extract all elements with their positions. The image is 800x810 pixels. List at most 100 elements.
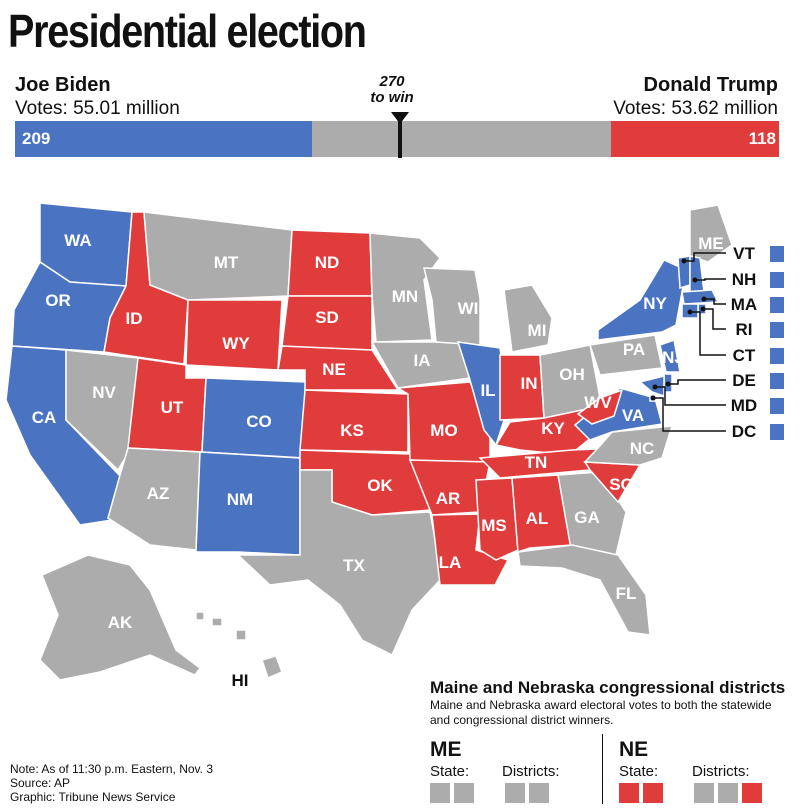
state-label-ms: MS xyxy=(481,516,507,535)
legend-ne-state-square xyxy=(643,783,663,803)
state-label-dc: DC xyxy=(732,422,757,441)
us-map: WA OR CA ID NV MT WY UT CO AZ NM ND SD NE KS OK TX MN IA MO… xyxy=(5,202,784,690)
state-label-ak: AK xyxy=(108,613,133,632)
state-label-wy: WY xyxy=(222,334,250,353)
callout-dot-nh xyxy=(692,277,698,283)
state-label-ga: GA xyxy=(574,508,600,527)
state-swatch-nh xyxy=(770,272,784,288)
legend-ne-state-square xyxy=(619,783,639,803)
state-label-wi: WI xyxy=(458,299,479,318)
biden-electoral-count: 209 xyxy=(22,129,51,148)
threshold-text: to win xyxy=(370,89,414,106)
state-ny xyxy=(597,259,687,341)
threshold-number: 270 xyxy=(379,73,405,90)
state-label-or: OR xyxy=(45,291,71,310)
state-label-in: IN xyxy=(521,374,538,393)
state-ma xyxy=(681,289,720,305)
state-label-ar: AR xyxy=(436,489,461,508)
state-va xyxy=(573,387,663,441)
state-label-al: AL xyxy=(526,509,549,528)
state-swatch-de xyxy=(770,373,784,389)
state-label-mi: MI xyxy=(528,321,547,340)
state-swatch-ri xyxy=(770,322,784,338)
callout-dot-de xyxy=(665,381,671,387)
callout-dot-ma xyxy=(701,296,707,302)
state-label-mt: MT xyxy=(214,253,239,272)
state-label-co: CO xyxy=(246,412,272,431)
state-label-nm: NM xyxy=(227,490,253,509)
threshold-marker-line xyxy=(398,118,402,158)
state-label-la: LA xyxy=(439,553,462,572)
legend-ne-district-square xyxy=(742,783,762,803)
state-label-mo: MO xyxy=(430,421,457,440)
state-mn xyxy=(369,232,441,343)
state-label-id: ID xyxy=(126,309,143,328)
legend-me-districts-label: Districts: xyxy=(502,763,560,780)
callout-dot-vt xyxy=(681,258,687,264)
legend-me-district-square xyxy=(529,783,549,803)
callout-line-de xyxy=(668,379,726,385)
callout-line-vt xyxy=(684,252,726,262)
footnote: Note: As of 11:30 p.m. Eastern, Nov. 3 S… xyxy=(10,762,213,804)
callout-line-ma xyxy=(704,298,726,305)
credit-line: Graphic: Tribune News Service xyxy=(10,790,176,804)
state-label-ny: NY xyxy=(643,294,667,313)
state-hi xyxy=(195,611,283,680)
state-wv xyxy=(576,388,624,425)
note-line: Note: As of 11:30 p.m. Eastern, Nov. 3 xyxy=(10,762,213,776)
callout-line-md xyxy=(655,386,726,406)
legend-ne-district-square xyxy=(694,783,714,803)
state-label-nc: NC xyxy=(630,439,655,458)
state-swatch-dc xyxy=(770,424,784,440)
state-label-ky: KY xyxy=(541,419,565,438)
state-label-pa: PA xyxy=(623,340,645,359)
legend-me-state-square xyxy=(430,783,450,803)
callout-line-dc xyxy=(653,397,726,432)
state-label-oh: OH xyxy=(559,365,585,384)
state-label-md: MD xyxy=(731,396,757,415)
state-swatch-ma xyxy=(770,297,784,313)
state-swatch-md xyxy=(770,398,784,414)
state-label-wv: WV xyxy=(584,393,612,412)
state-label-va: VA xyxy=(622,406,644,425)
state-ks xyxy=(299,389,409,453)
biden-name: Joe Biden xyxy=(15,74,111,96)
state-fl xyxy=(517,544,651,636)
state-swatch-vt xyxy=(770,246,784,262)
state-mt xyxy=(143,211,293,301)
state-swatch-ct xyxy=(770,348,784,364)
state-label-sd: SD xyxy=(315,308,339,327)
state-label-ks: KS xyxy=(340,421,364,440)
biden-votes: Votes: 55.01 million xyxy=(15,98,180,119)
state-label-il: IL xyxy=(480,381,495,400)
state-label-vt: VT xyxy=(733,244,755,263)
threshold-label: 270 to win xyxy=(362,74,422,106)
state-nj xyxy=(659,338,681,373)
state-label-wa: WA xyxy=(64,231,91,250)
legend-ne-state-label: State: xyxy=(619,763,659,780)
callout-dot-dc xyxy=(650,395,656,401)
state-label-fl: FL xyxy=(616,584,637,603)
callout-line-ri xyxy=(703,308,726,330)
state-nc xyxy=(583,425,674,466)
threshold-marker-icon xyxy=(391,112,409,124)
callout-line-nh xyxy=(695,278,726,281)
legend-description: Maine and Nebraska award electoral votes… xyxy=(430,698,772,727)
state-al xyxy=(511,474,573,554)
state-label-sc: SC xyxy=(609,475,633,494)
state-label-tn: TN xyxy=(525,453,548,472)
legend-me-state-square xyxy=(454,783,474,803)
legend-me-state-label: State: xyxy=(430,763,470,780)
legend-me-heading: ME xyxy=(430,738,462,761)
state-label-de: DE xyxy=(732,371,756,390)
callout-line-ct xyxy=(690,311,726,356)
state-label-nv: NV xyxy=(92,383,116,402)
biden-bar xyxy=(15,121,312,157)
trump-electoral-count: 118 xyxy=(748,129,776,148)
trump-bar xyxy=(611,121,779,157)
trump-name: Donald Trump xyxy=(643,74,778,96)
legend-ne-districts-label: Districts: xyxy=(692,763,750,780)
state-label-me: ME xyxy=(698,234,724,253)
state-nm xyxy=(195,451,301,556)
state-label-nh: NH xyxy=(732,270,757,289)
